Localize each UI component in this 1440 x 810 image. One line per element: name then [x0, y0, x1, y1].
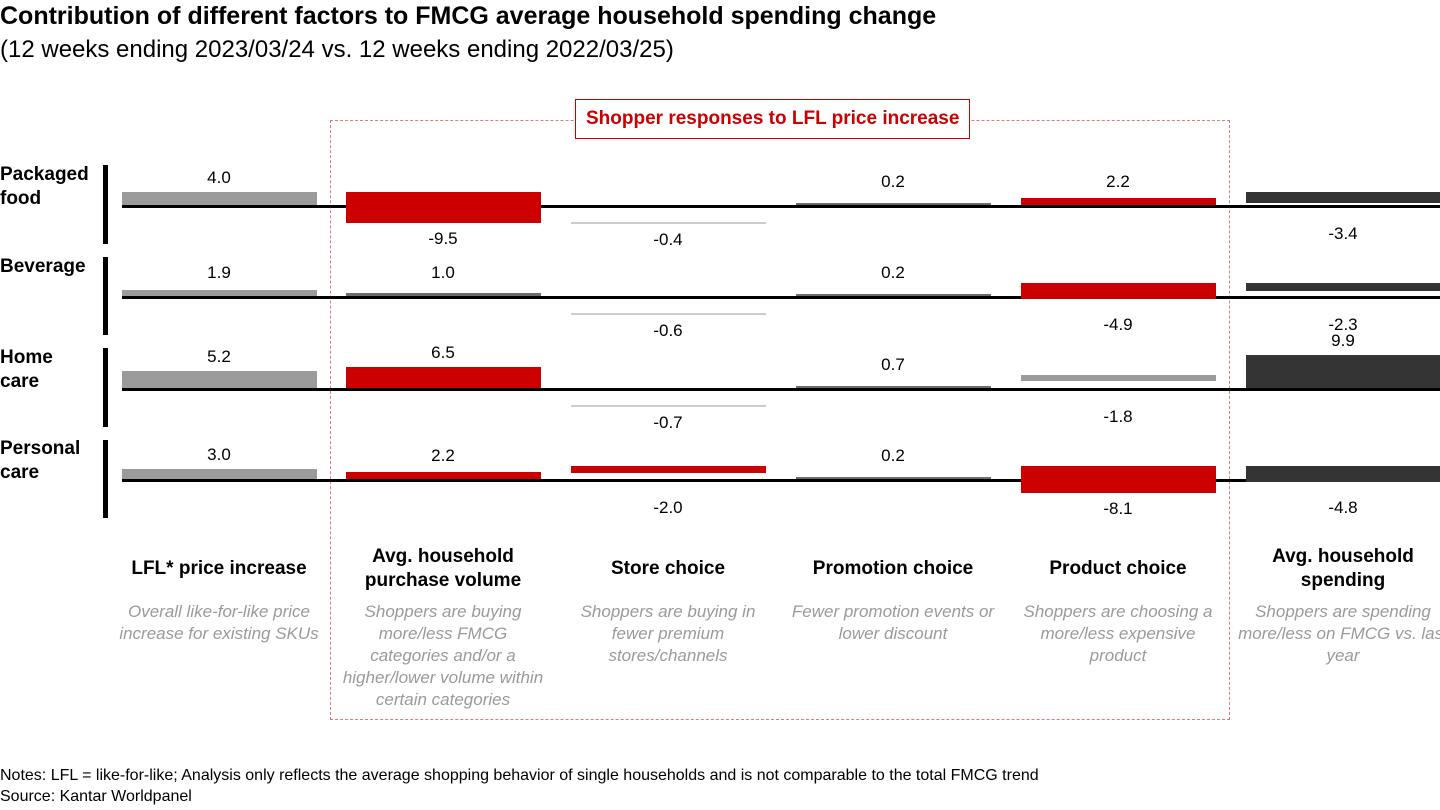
- row-label: Personal: [0, 438, 81, 459]
- bar: [1246, 192, 1440, 204]
- data-label: -4.9: [1103, 315, 1133, 334]
- bar: [1021, 466, 1216, 493]
- column-header: Avg. household spending: [1272, 546, 1414, 591]
- source-line: Source: Kantar Worldpanel: [0, 788, 192, 805]
- column-header: Store choice: [610, 558, 726, 579]
- data-label: -4.8: [1328, 498, 1358, 517]
- bar: [1246, 355, 1440, 388]
- data-label: 0.7: [881, 355, 905, 374]
- column-header: Avg. household purchase volume: [364, 546, 522, 591]
- data-label: 0.2: [881, 446, 905, 465]
- bar: [1246, 466, 1440, 482]
- bar: [1021, 375, 1216, 381]
- bar: [571, 466, 766, 473]
- bar: [571, 222, 766, 225]
- column-description: Shoppers are buying in fewer premium sto…: [580, 602, 756, 665]
- data-label: -3.4: [1328, 224, 1358, 243]
- data-label: 3.0: [207, 445, 231, 465]
- data-label: 2.2: [431, 446, 455, 465]
- bar: [122, 469, 317, 479]
- row-indicator-bar: [103, 440, 108, 518]
- data-label: 2.2: [1106, 172, 1130, 191]
- column-header: Product choice: [1049, 558, 1187, 579]
- bar: [1246, 283, 1440, 291]
- column-header: LFL* price increase: [131, 558, 307, 579]
- row-baseline: [122, 479, 1440, 482]
- chart-subtitle: (12 weeks ending 2023/03/24 vs. 12 weeks…: [0, 36, 674, 63]
- row-indicator-bar: [103, 257, 108, 335]
- data-label: -0.6: [653, 321, 683, 341]
- bar: [796, 293, 991, 296]
- bar: [346, 366, 541, 388]
- data-label: -8.1: [1103, 498, 1133, 518]
- data-label: -2.3: [1328, 315, 1358, 334]
- data-label: 4.0: [207, 167, 231, 187]
- row-label: Packaged: [0, 164, 89, 185]
- bar: [796, 385, 991, 388]
- data-label: -0.4: [653, 230, 683, 250]
- bar: [571, 313, 766, 316]
- bar: [122, 370, 317, 388]
- data-label: -2.0: [653, 498, 683, 517]
- column-description: Shoppers are buying more/less FMCG categ…: [342, 602, 544, 709]
- column-description: Shoppers are spending more/less on FMCG …: [1238, 602, 1440, 665]
- row-baseline: [122, 205, 1440, 208]
- shopper-responses-callout-label: Shopper responses to LFL price increase: [575, 99, 971, 139]
- bar: [1021, 283, 1216, 300]
- bar: [122, 289, 317, 296]
- notes-line: Notes: LFL = like-for-like; Analysis onl…: [0, 767, 1039, 784]
- data-label: 1.0: [431, 263, 455, 282]
- row-label: care: [0, 462, 40, 483]
- column-header: Promotion choice: [812, 558, 974, 579]
- data-label: 1.9: [207, 263, 231, 282]
- chart-title: Contribution of different factors to FMC…: [0, 2, 937, 30]
- notes: Notes: LFL = like-for-like; Analysis onl…: [0, 765, 1039, 807]
- row-label: Home: [0, 347, 53, 368]
- bar: [346, 471, 541, 479]
- column-description: Shoppers are choosing a more/less expens…: [1023, 602, 1213, 665]
- data-label: -1.8: [1103, 407, 1133, 426]
- row-label: care: [0, 371, 40, 392]
- bar: [796, 476, 991, 479]
- bar: [796, 202, 991, 205]
- row-indicator-bar: [103, 165, 108, 244]
- data-label: 6.5: [431, 342, 455, 362]
- data-label: -9.5: [428, 229, 458, 249]
- row-label: food: [0, 188, 42, 209]
- bar: [122, 191, 317, 205]
- row-label: Beverage: [0, 256, 86, 277]
- bar: [571, 405, 766, 408]
- bar: [346, 292, 541, 296]
- row-indicator-bar: [103, 348, 108, 427]
- column-description: Fewer promotion events or lower discount: [791, 602, 995, 643]
- data-label: 9.9: [1331, 331, 1355, 351]
- data-label: 5.2: [207, 346, 231, 366]
- bar: [1021, 197, 1216, 205]
- column-description: Overall like-for-like price increase for…: [119, 602, 319, 643]
- data-label: 0.2: [881, 263, 905, 282]
- data-label: -0.7: [653, 413, 683, 433]
- row-baseline: [122, 296, 1440, 299]
- data-label: 0.2: [881, 172, 905, 191]
- bar: [346, 192, 541, 224]
- row-baseline: [122, 388, 1440, 391]
